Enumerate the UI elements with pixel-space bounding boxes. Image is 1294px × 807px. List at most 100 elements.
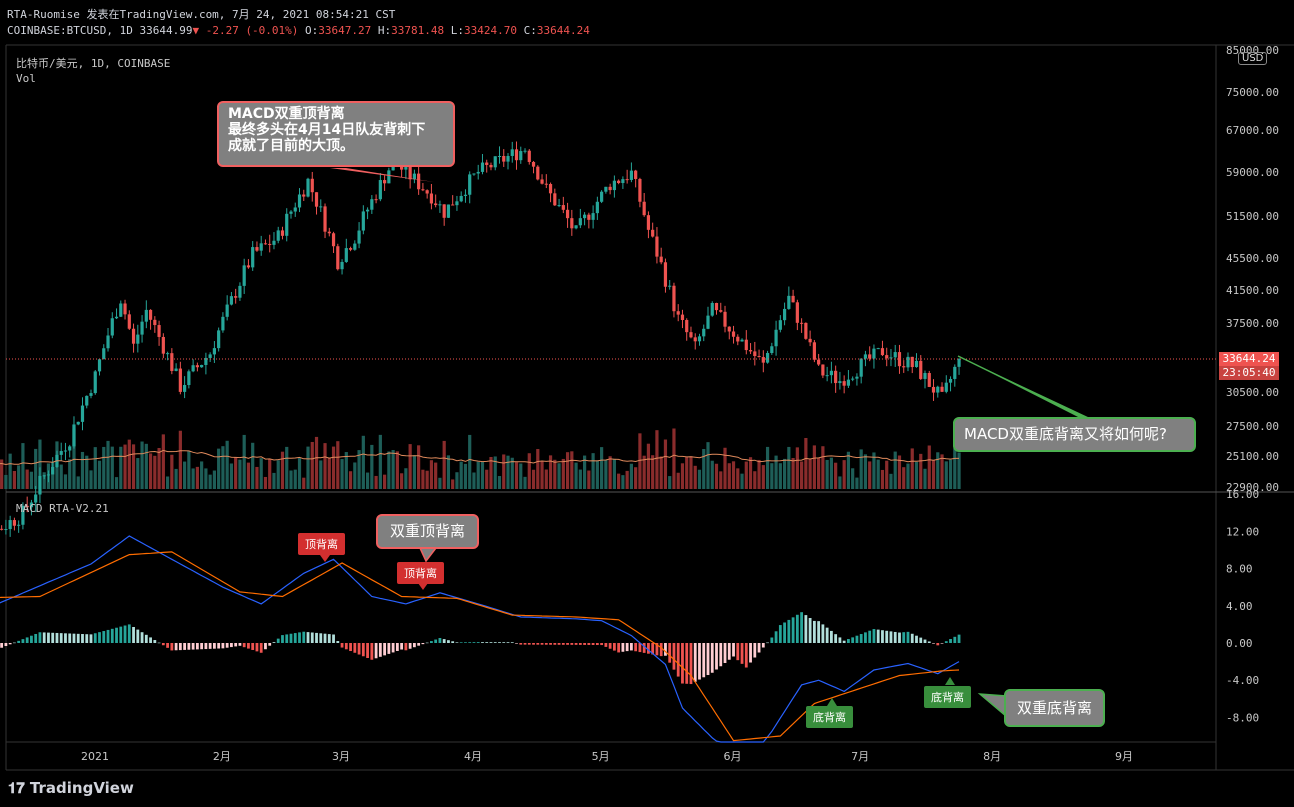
macd-histogram-bar (749, 643, 752, 663)
volume-bar (297, 458, 302, 489)
macd-histogram-bar (515, 643, 518, 644)
macd-histogram-bar (123, 625, 127, 643)
volume-label[interactable]: Vol (16, 72, 36, 85)
volume-bar (357, 450, 361, 489)
candle (808, 338, 812, 343)
candle (302, 194, 306, 197)
candle (468, 174, 472, 195)
volume-bar (821, 446, 825, 489)
volume-bar (765, 446, 770, 489)
candle (178, 368, 182, 392)
currency-button[interactable]: USD (1238, 52, 1268, 65)
macd-histogram-bar (510, 642, 514, 643)
volume-bar (778, 463, 782, 489)
macd-label[interactable]: MACD RTA-V2.21 (16, 502, 109, 515)
volume-bar (195, 466, 199, 489)
macd-histogram-bar (242, 643, 246, 648)
candle (787, 295, 791, 309)
candle (106, 335, 110, 349)
macd-histogram-bar (783, 622, 786, 643)
price-tick-label: 37500.00 (1226, 317, 1279, 330)
volume-bar (310, 441, 314, 489)
volume-bar (744, 461, 748, 489)
volume-bar (446, 455, 451, 489)
volume-bars (0, 428, 961, 489)
volume-bar (489, 456, 493, 489)
volume-bar (200, 461, 204, 489)
volume-bar (259, 458, 263, 489)
volume-bar (68, 459, 72, 489)
volume-bar (531, 469, 536, 489)
candle (212, 348, 216, 355)
macd-histogram-bar (234, 643, 238, 647)
volume-bar (429, 460, 434, 489)
macd-histogram-bar (319, 633, 323, 643)
macd-histogram-bar (855, 635, 859, 643)
macd-histogram-bar (144, 634, 148, 643)
macd-histogram-bar (889, 631, 893, 643)
volume-bar (361, 435, 365, 489)
volume-bar (953, 448, 957, 489)
volume-bar (719, 471, 723, 489)
candle (872, 348, 876, 359)
candle (846, 379, 851, 386)
macd-histogram-bar (693, 643, 697, 682)
tradingview-logo[interactable]: 𝟏𝟕 TradingView (8, 779, 134, 797)
volume-bar (740, 473, 744, 489)
volume-bar (438, 477, 442, 489)
macd-tick-label: -8.00 (1226, 711, 1259, 724)
candle (280, 230, 285, 236)
signal-line (0, 551, 960, 742)
price-tick-label: 41500.00 (1226, 284, 1279, 297)
candle (919, 360, 923, 379)
macd-histogram-bar (259, 643, 263, 653)
volume-bar (689, 456, 693, 489)
macd-histogram-bar (549, 643, 552, 645)
macd-histogram-bar (812, 620, 816, 643)
top-callout-line3: 成就了目前的大顶。 (228, 138, 354, 154)
candle (246, 265, 251, 268)
candle (314, 192, 319, 207)
price-tick-label: 27500.00 (1226, 420, 1279, 433)
volume-bar (370, 444, 374, 489)
volume-bar (38, 439, 42, 489)
open-value: 33647.27 (318, 24, 372, 37)
volume-bar (855, 477, 859, 489)
candle (268, 243, 272, 245)
volume-bar (306, 446, 310, 489)
macd-histogram-bar (217, 643, 221, 649)
price-tick-label: 75000.00 (1226, 86, 1279, 99)
macd-histogram-bar (195, 643, 199, 650)
volume-bar (238, 459, 242, 489)
candle (880, 348, 885, 356)
volume-bar (276, 460, 280, 489)
macd-histogram-bar (251, 643, 255, 650)
candle (97, 359, 102, 372)
macd-histogram-bar (621, 643, 625, 652)
macd-histogram-bar (847, 639, 850, 643)
candle (595, 201, 599, 214)
volume-bar (514, 462, 519, 489)
candle (319, 206, 323, 208)
macd-tick-label: -4.00 (1226, 674, 1259, 687)
macd-histogram-bar (940, 643, 944, 644)
macd-histogram-bar (587, 643, 591, 645)
panel-title[interactable]: 比特币/美元, 1D, COINBASE (16, 57, 171, 70)
volume-bar (136, 458, 140, 489)
volume-bar (842, 460, 846, 489)
candle (63, 450, 68, 452)
volume-bar (659, 456, 663, 489)
macd-histogram-bar (612, 643, 616, 651)
macd-histogram-bar (464, 642, 467, 643)
volume-bar (353, 462, 357, 489)
candle (829, 370, 833, 376)
volume-bar (770, 463, 774, 489)
volume-bar (565, 452, 570, 489)
tv-logo-icon: 𝟏𝟕 (8, 779, 25, 797)
macd-histogram-bar (361, 643, 365, 657)
macd-histogram-bar (723, 643, 727, 663)
candle (553, 193, 557, 206)
macd-histogram-bar (932, 643, 935, 644)
volume-bar (731, 461, 736, 489)
volume-bar (93, 447, 97, 489)
